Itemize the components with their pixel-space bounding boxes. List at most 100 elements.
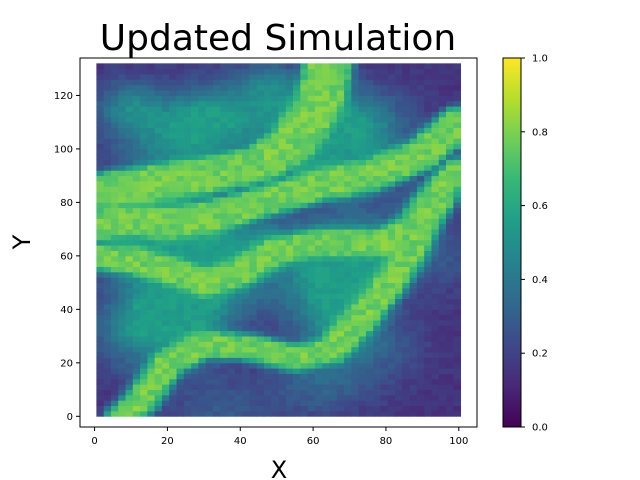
heatmap-cell <box>424 304 432 310</box>
heatmap-cell <box>395 164 403 171</box>
heatmap-cell <box>409 410 418 417</box>
heatmap-cell <box>424 255 432 262</box>
heatmap-cell <box>154 122 163 128</box>
heatmap-cell <box>380 202 389 209</box>
heatmap-cell <box>351 314 360 321</box>
heatmap-cell <box>110 400 119 407</box>
heatmap-cell <box>220 95 228 102</box>
heatmap-cell <box>344 287 352 294</box>
heatmap-cell <box>191 95 199 102</box>
heatmap-cell <box>307 143 316 150</box>
heatmap-cell <box>154 79 163 86</box>
heatmap-cell <box>140 68 148 75</box>
heatmap-cell <box>329 95 338 102</box>
heatmap-cell <box>198 410 207 417</box>
heatmap-cell <box>402 159 411 166</box>
heatmap-cell <box>227 138 236 144</box>
heatmap-cell <box>387 116 396 123</box>
heatmap-cell <box>424 245 432 251</box>
heatmap-cell <box>329 255 338 262</box>
heatmap-cell <box>293 191 301 198</box>
heatmap-cell <box>154 346 163 353</box>
heatmap-cell <box>183 191 192 198</box>
heatmap-cell <box>278 368 287 374</box>
heatmap-cell <box>322 181 330 187</box>
heatmap-cell <box>191 132 199 139</box>
heatmap-cell <box>125 410 134 417</box>
heatmap-cell <box>161 127 170 134</box>
heatmap-cell <box>387 84 396 91</box>
heatmap-cell <box>132 207 141 214</box>
heatmap-cell <box>402 132 411 139</box>
heatmap-cell <box>96 368 105 374</box>
heatmap-cell <box>329 181 338 187</box>
heatmap-cell <box>227 186 236 193</box>
heatmap-cell <box>125 357 134 364</box>
heatmap-cell <box>234 389 243 396</box>
heatmap-cell <box>278 229 287 235</box>
heatmap-cell <box>140 79 148 86</box>
heatmap-cell <box>402 148 411 155</box>
heatmap-cell <box>183 213 192 219</box>
heatmap-cell <box>242 63 250 70</box>
heatmap-cell <box>453 261 462 267</box>
heatmap-cell <box>402 207 411 214</box>
heatmap-cell <box>154 282 163 289</box>
heatmap-cell <box>147 245 156 251</box>
heatmap-cell <box>125 378 134 385</box>
heatmap-cell <box>110 122 119 128</box>
heatmap-cell <box>365 164 374 171</box>
heatmap-cell <box>278 266 287 273</box>
heatmap-cell <box>387 282 396 289</box>
heatmap-cell <box>322 148 330 155</box>
heatmap-cell <box>96 68 105 75</box>
heatmap-cell <box>322 336 330 342</box>
heatmap-cell <box>424 138 432 144</box>
heatmap-cell <box>285 234 294 241</box>
heatmap-cell <box>212 95 221 102</box>
heatmap-cell <box>293 218 301 225</box>
heatmap-cell <box>278 181 287 187</box>
heatmap-cell <box>446 282 454 289</box>
heatmap-cell <box>358 84 367 91</box>
heatmap-cell <box>118 277 126 284</box>
heatmap-cell <box>176 320 185 326</box>
heatmap-cell <box>307 207 316 214</box>
heatmap-cell <box>416 132 425 139</box>
heatmap-cell <box>132 100 141 107</box>
heatmap-cell <box>103 207 112 214</box>
heatmap-cell <box>438 116 447 123</box>
heatmap-cell <box>307 164 316 171</box>
heatmap-cell <box>198 122 207 128</box>
heatmap-cell <box>424 79 432 86</box>
heatmap-cell <box>293 234 301 241</box>
heatmap-cell <box>278 122 287 128</box>
heatmap-cell <box>395 266 403 273</box>
heatmap-cell <box>322 410 330 417</box>
heatmap-cell <box>227 271 236 278</box>
heatmap-cell <box>446 304 454 310</box>
heatmap-cell <box>438 186 447 193</box>
heatmap-cell <box>256 314 265 321</box>
heatmap-cell <box>234 330 243 337</box>
heatmap-cell <box>416 68 425 75</box>
heatmap-cell <box>256 400 265 407</box>
heatmap-cell <box>183 271 192 278</box>
heatmap-cell <box>103 191 112 198</box>
heatmap-cell <box>234 74 243 80</box>
heatmap-cell <box>140 202 148 209</box>
heatmap-cell <box>125 309 134 316</box>
heatmap-cell <box>322 213 330 219</box>
heatmap-cell <box>242 277 250 284</box>
heatmap-cell <box>220 250 228 257</box>
heatmap-cell <box>365 293 374 300</box>
heatmap-cell <box>438 207 447 214</box>
heatmap-cell <box>220 63 228 70</box>
heatmap-cell <box>395 346 403 353</box>
heatmap-cell <box>103 298 112 305</box>
heatmap-cell <box>314 68 323 75</box>
heatmap-cell <box>293 138 301 144</box>
heatmap-cell <box>132 325 141 332</box>
heatmap-cell <box>169 346 177 353</box>
heatmap-cell <box>132 68 141 75</box>
